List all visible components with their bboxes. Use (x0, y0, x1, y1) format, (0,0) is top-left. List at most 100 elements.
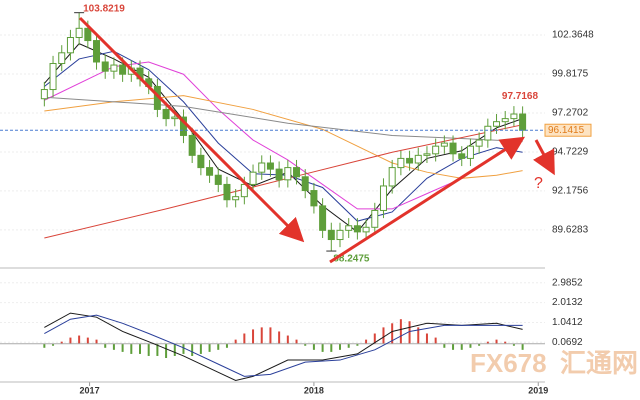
x-tick-label: 2019 (528, 385, 548, 395)
candle-body (432, 145, 440, 155)
candle-body (406, 157, 414, 164)
x-tick-label: 2017 (80, 385, 100, 395)
macd-bar (486, 341, 489, 344)
candle-body (345, 225, 353, 231)
candle-body (266, 162, 274, 170)
candle-body (66, 36, 74, 54)
candle-body (275, 168, 283, 181)
candle-body (362, 226, 370, 233)
macd-bar (382, 327, 385, 344)
macd-bar (521, 343, 524, 350)
candle-body (223, 183, 231, 201)
macd-bar (191, 343, 194, 356)
moving-average (44, 95, 523, 179)
macd-bar (173, 343, 176, 356)
macd-bar (286, 335, 289, 344)
macd-bar (243, 333, 246, 344)
macd-bar (434, 337, 437, 344)
candle-body (110, 64, 118, 72)
macd-bar (78, 335, 81, 344)
candle-body (371, 209, 379, 228)
y-tick-label: 1.0412 (552, 317, 583, 328)
candle-body (336, 229, 344, 241)
candle-body (319, 205, 327, 231)
macd-bar (43, 343, 46, 348)
macd-bar (95, 339, 98, 344)
plot: 102.3648 99.8175 97.2702 94.7229 92.1756 89.6… (0, 3, 594, 395)
candle-body (440, 142, 448, 147)
candle-body (310, 190, 318, 207)
macd-bar (217, 343, 220, 350)
y-tick-label: 99.8175 (552, 69, 589, 80)
candle-body (510, 113, 518, 120)
macd-bar (356, 343, 359, 346)
last-price-label: 96.1415 (548, 125, 585, 136)
candle-body (301, 176, 309, 192)
y-tick-label: 89.6283 (552, 225, 589, 236)
macd-bar (69, 337, 72, 344)
candle-body (40, 89, 48, 100)
macd-bar (495, 339, 498, 344)
y-tick-label: 97.2702 (552, 108, 589, 119)
candle-body (293, 167, 301, 178)
candle-body (162, 108, 170, 120)
macd-bar (278, 331, 281, 344)
candle-body (327, 229, 335, 241)
macd-bar (373, 333, 376, 344)
macd-bar (208, 343, 211, 352)
macd-bar (139, 343, 141, 354)
candle-body (84, 27, 92, 42)
candle-body (206, 167, 214, 176)
candle-body (49, 63, 57, 91)
macd-bar (478, 343, 481, 346)
y-tick-label: 94.7229 (552, 147, 589, 158)
macd-bar (52, 343, 55, 346)
trend-arrow (78, 16, 305, 243)
candle-body (493, 121, 501, 127)
candle-body (353, 225, 361, 233)
macd-bar (260, 327, 263, 344)
high-label: 97.7168 (502, 91, 539, 102)
macd-bar (112, 343, 115, 350)
candle-body (388, 167, 396, 187)
y-tick-label: 102.3648 (552, 30, 594, 41)
candle-body (249, 171, 257, 185)
macd-bar (269, 327, 272, 344)
macd-bar (399, 319, 402, 344)
macd-bar (182, 343, 185, 354)
candle-body (284, 167, 292, 181)
macd-bar (121, 343, 124, 352)
trend-arrow (532, 139, 555, 176)
x-tick-label: 2018 (304, 385, 324, 395)
macd-bar (425, 333, 428, 344)
y-tick-label: 2.0132 (552, 297, 583, 308)
macd-bar (504, 341, 507, 344)
macd-bar (460, 343, 463, 350)
trend-arrow (329, 136, 526, 264)
candle-body (101, 61, 109, 72)
macd-bar (304, 343, 307, 346)
watermark: FX678 (470, 348, 547, 378)
y-tick-label: 0.0692 (552, 337, 583, 348)
macd-bar (130, 343, 133, 354)
y-tick-label: 92.1756 (552, 186, 589, 197)
macd-bar (417, 327, 420, 344)
macd-bar (295, 339, 298, 344)
candle-body (119, 64, 127, 75)
candle-body (171, 116, 179, 120)
macd-line (44, 312, 523, 381)
macd-bar (234, 339, 237, 344)
macd-bar (225, 343, 228, 348)
macd-bar (165, 343, 168, 359)
macd-bar (252, 329, 255, 344)
macd-bar (391, 323, 394, 344)
candle-body (232, 196, 240, 201)
watermark: 汇通网 (560, 348, 638, 378)
question-mark: ? (534, 175, 543, 192)
low-label: 88.2475 (333, 254, 370, 265)
macd-bar (512, 343, 515, 346)
candle-body (75, 27, 83, 38)
macd-bar (321, 343, 324, 352)
macd-bar (365, 339, 368, 344)
